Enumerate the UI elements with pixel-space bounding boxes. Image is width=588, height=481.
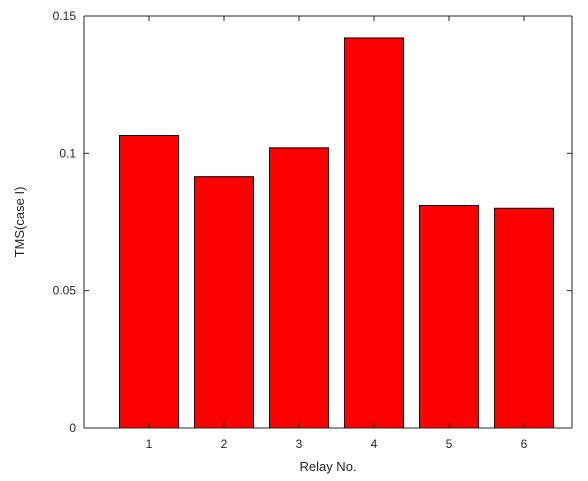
y-ticks-group: 0 0.05 0.1 0.15 xyxy=(53,9,572,435)
bars-group xyxy=(119,37,554,429)
y-tick-label: 0.1 xyxy=(59,146,76,160)
bar-relay-4 xyxy=(344,37,404,429)
y-axis-label: TMS(case I) xyxy=(12,187,27,258)
bar-relay-3 xyxy=(269,147,329,429)
bar-relay-6 xyxy=(494,207,554,429)
bar-relay-1 xyxy=(119,134,179,429)
y-tick-label: 0.05 xyxy=(53,284,77,298)
y-tick-label: 0 xyxy=(69,421,76,435)
x-tick-label: 2 xyxy=(221,437,228,451)
x-tick-label: 4 xyxy=(371,437,378,451)
bar-relay-2 xyxy=(194,176,254,429)
x-tick-label: 3 xyxy=(296,437,303,451)
x-axis-label: Relay No. xyxy=(299,459,356,474)
x-tick-label: 1 xyxy=(146,437,153,451)
bar-relay-5 xyxy=(419,205,479,429)
x-tick-label: 5 xyxy=(446,437,453,451)
axes-group xyxy=(83,15,573,429)
x-tick-label: 6 xyxy=(521,437,528,451)
x-ticks-group: 1 2 3 4 5 6 xyxy=(146,16,528,451)
y-tick-label: 0.15 xyxy=(53,9,77,23)
